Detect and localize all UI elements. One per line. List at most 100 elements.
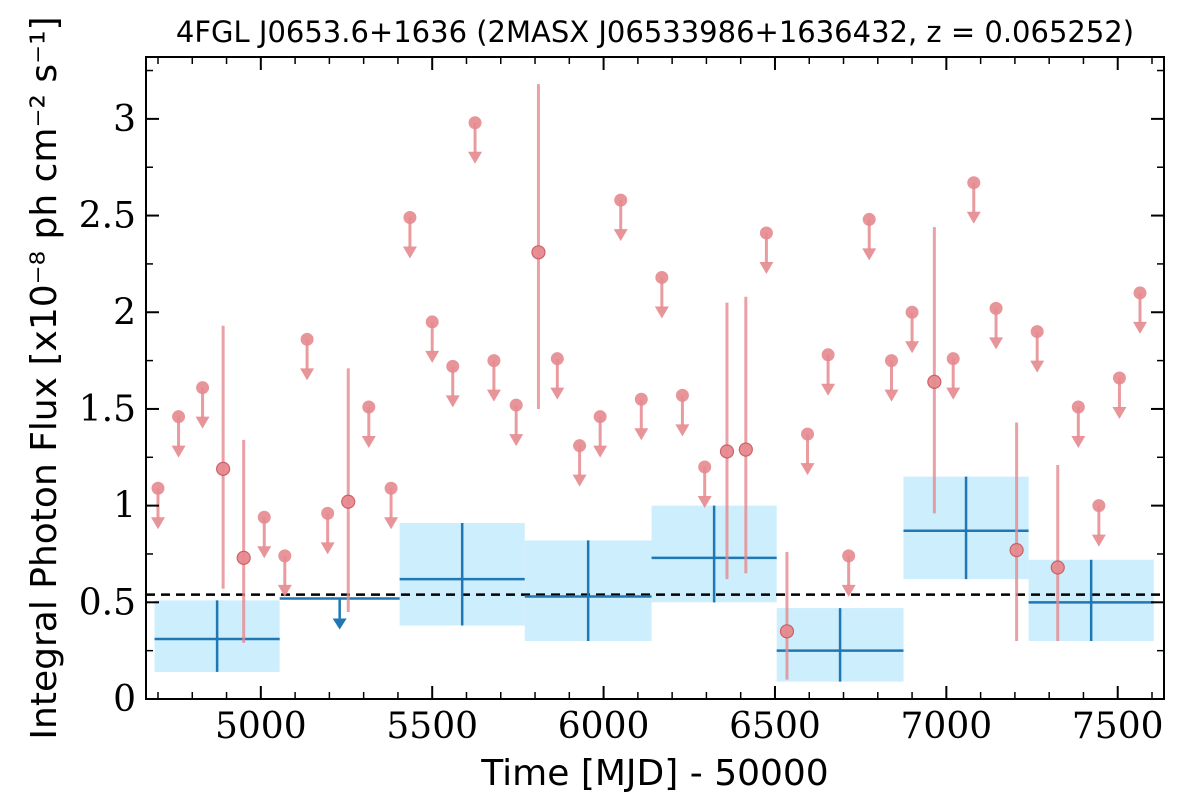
short-bin-upper-limit-arrow [593,445,608,458]
short-bin-point [719,444,735,459]
x-tick-label: 5000 [215,706,307,747]
short-bin-upper-limit-point [573,439,587,453]
short-bin-upper-limit-arrow [821,383,836,396]
short-bin-point [216,461,231,476]
short-bin-point [1009,543,1024,558]
short-bin-upper-limit-arrow [989,337,1004,350]
short-bin-upper-limit-arrow [905,341,920,354]
short-bin-upper-limit-arrow [509,434,524,447]
short-bin-upper-limit-arrow [862,248,877,261]
short-bin-point [531,245,546,260]
short-bin-upper-limit-point [905,305,919,319]
short-bin-upper-limit-point [1112,371,1126,385]
short-bin-upper-limit-point [989,301,1003,315]
x-tick-label: 6000 [558,706,650,747]
short-bin-upper-limit-arrow [675,424,690,437]
short-bin-upper-limit-arrow [1112,407,1127,419]
short-bin-upper-limit-arrow [277,584,292,597]
y-axis-label: Integral Photon Flux [x10⁻⁸ ph cm⁻² s⁻¹] [24,16,65,739]
short-bin-upper-limit-point [257,510,271,524]
short-bin-point [236,550,251,565]
short-bin-upper-limit-point [1030,325,1044,339]
short-bin-upper-limit-point [384,481,398,495]
short-bin-upper-limit-point [425,315,439,329]
short-bin-upper-limit-point [446,359,460,373]
short-bin-upper-limit-arrow [966,211,981,224]
short-bin-point [779,624,795,639]
short-bin-upper-limit-arrow [572,474,587,487]
y-tick-label: 0 [113,679,136,720]
x-tick-label: 7500 [1072,706,1164,747]
short-bin-upper-limit-point [655,270,669,284]
long-bin-upper-limit-arrow [332,618,347,630]
short-bin-upper-limit-arrow [486,389,501,402]
short-bin-upper-limit-point [362,400,376,414]
short-bin-upper-limit-arrow [384,517,399,530]
short-bin-upper-limit-point [593,410,607,424]
y-tick-label: 0.5 [79,582,136,623]
short-bin-point [738,442,753,457]
short-bin-upper-limit-point [614,193,628,207]
x-axis-label: Time [MJD] - 50000 [480,753,828,794]
short-bin-upper-limit-arrow [361,436,376,449]
short-bin-upper-limit-arrow [759,261,774,274]
short-bin-upper-limit-arrow [257,546,272,559]
short-bin-point [927,374,942,389]
short-bin-upper-limit-point [550,352,564,366]
short-bin-upper-limit-point [759,226,773,240]
x-tick-label: 7000 [901,706,993,747]
short-bin-upper-limit-arrow [613,229,628,242]
short-bin-upper-limit-arrow [1071,436,1086,449]
short-bin-upper-limit-arrow [884,389,899,402]
chart-title: 4FGL J0653.6+1636 (2MASX J06533986+16364… [176,15,1134,49]
y-tick-label: 1 [113,486,136,527]
short-bin-upper-limit-point [885,354,899,368]
short-bin-upper-limit-point [321,506,335,520]
short-bin-upper-limit-arrow [320,542,335,555]
short-bin-upper-limit-arrow [402,246,417,259]
short-bin-upper-limit-arrow [445,395,460,408]
short-bin-point [1050,560,1065,575]
short-bin-upper-limit-point [487,354,501,368]
short-bin-upper-limit-point [151,481,165,495]
x-tick-label: 5500 [386,706,478,747]
plot-layer [146,84,1164,682]
short-bin-upper-limit-arrow [654,306,669,319]
short-bin-upper-limit-arrow [1133,321,1148,334]
short-bin-upper-limit-arrow [468,151,483,164]
short-bin-upper-limit-arrow [150,517,165,530]
y-tick-label: 2.5 [79,196,136,237]
short-bin-upper-limit-arrow [300,368,315,381]
short-bin-upper-limit-arrow [634,428,649,441]
short-bin-upper-limit-point [675,388,689,402]
short-bin-upper-limit-point [634,392,648,406]
short-bin-upper-limit-point [300,332,314,346]
short-bin-upper-limit-arrow [171,445,186,458]
short-bin-upper-limit-point [967,176,981,190]
short-bin-upper-limit-point [842,549,856,563]
short-bin-upper-limit-point [509,398,523,412]
short-bin-upper-limit-point [172,410,186,424]
short-bin-upper-limit-point [698,460,712,474]
x-tick-label: 6500 [729,706,821,747]
short-bin-upper-limit-point [403,211,417,224]
short-bin-upper-limit-point [468,116,482,130]
short-bin-upper-limit-point [196,381,210,395]
short-bin-upper-limit-point [278,549,292,563]
short-bin-upper-limit-point [946,352,960,366]
short-bin-upper-limit-arrow [1091,534,1106,547]
short-bin-upper-limit-arrow [800,463,815,476]
y-tick-label: 3 [113,99,136,140]
short-bin-upper-limit-arrow [697,495,712,508]
short-bin-upper-limit-point [1133,286,1147,300]
y-tick-label: 1.5 [79,389,136,430]
plot-frame [145,56,1165,700]
short-bin-upper-limit-arrow [550,387,565,400]
y-tick-label: 2 [113,292,136,333]
short-bin-upper-limit-point [1071,400,1085,414]
short-bin-upper-limit-arrow [195,416,210,429]
short-bin-upper-limit-point [801,427,815,441]
short-bin-upper-limit-arrow [841,584,856,597]
axis-ticks: 5000 5500 6000 6500 7000 7500 0 0.5 1 1.5 2 2.5 3 [79,57,1164,747]
